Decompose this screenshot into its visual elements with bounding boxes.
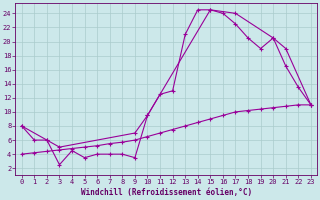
X-axis label: Windchill (Refroidissement éolien,°C): Windchill (Refroidissement éolien,°C) xyxy=(81,188,252,197)
